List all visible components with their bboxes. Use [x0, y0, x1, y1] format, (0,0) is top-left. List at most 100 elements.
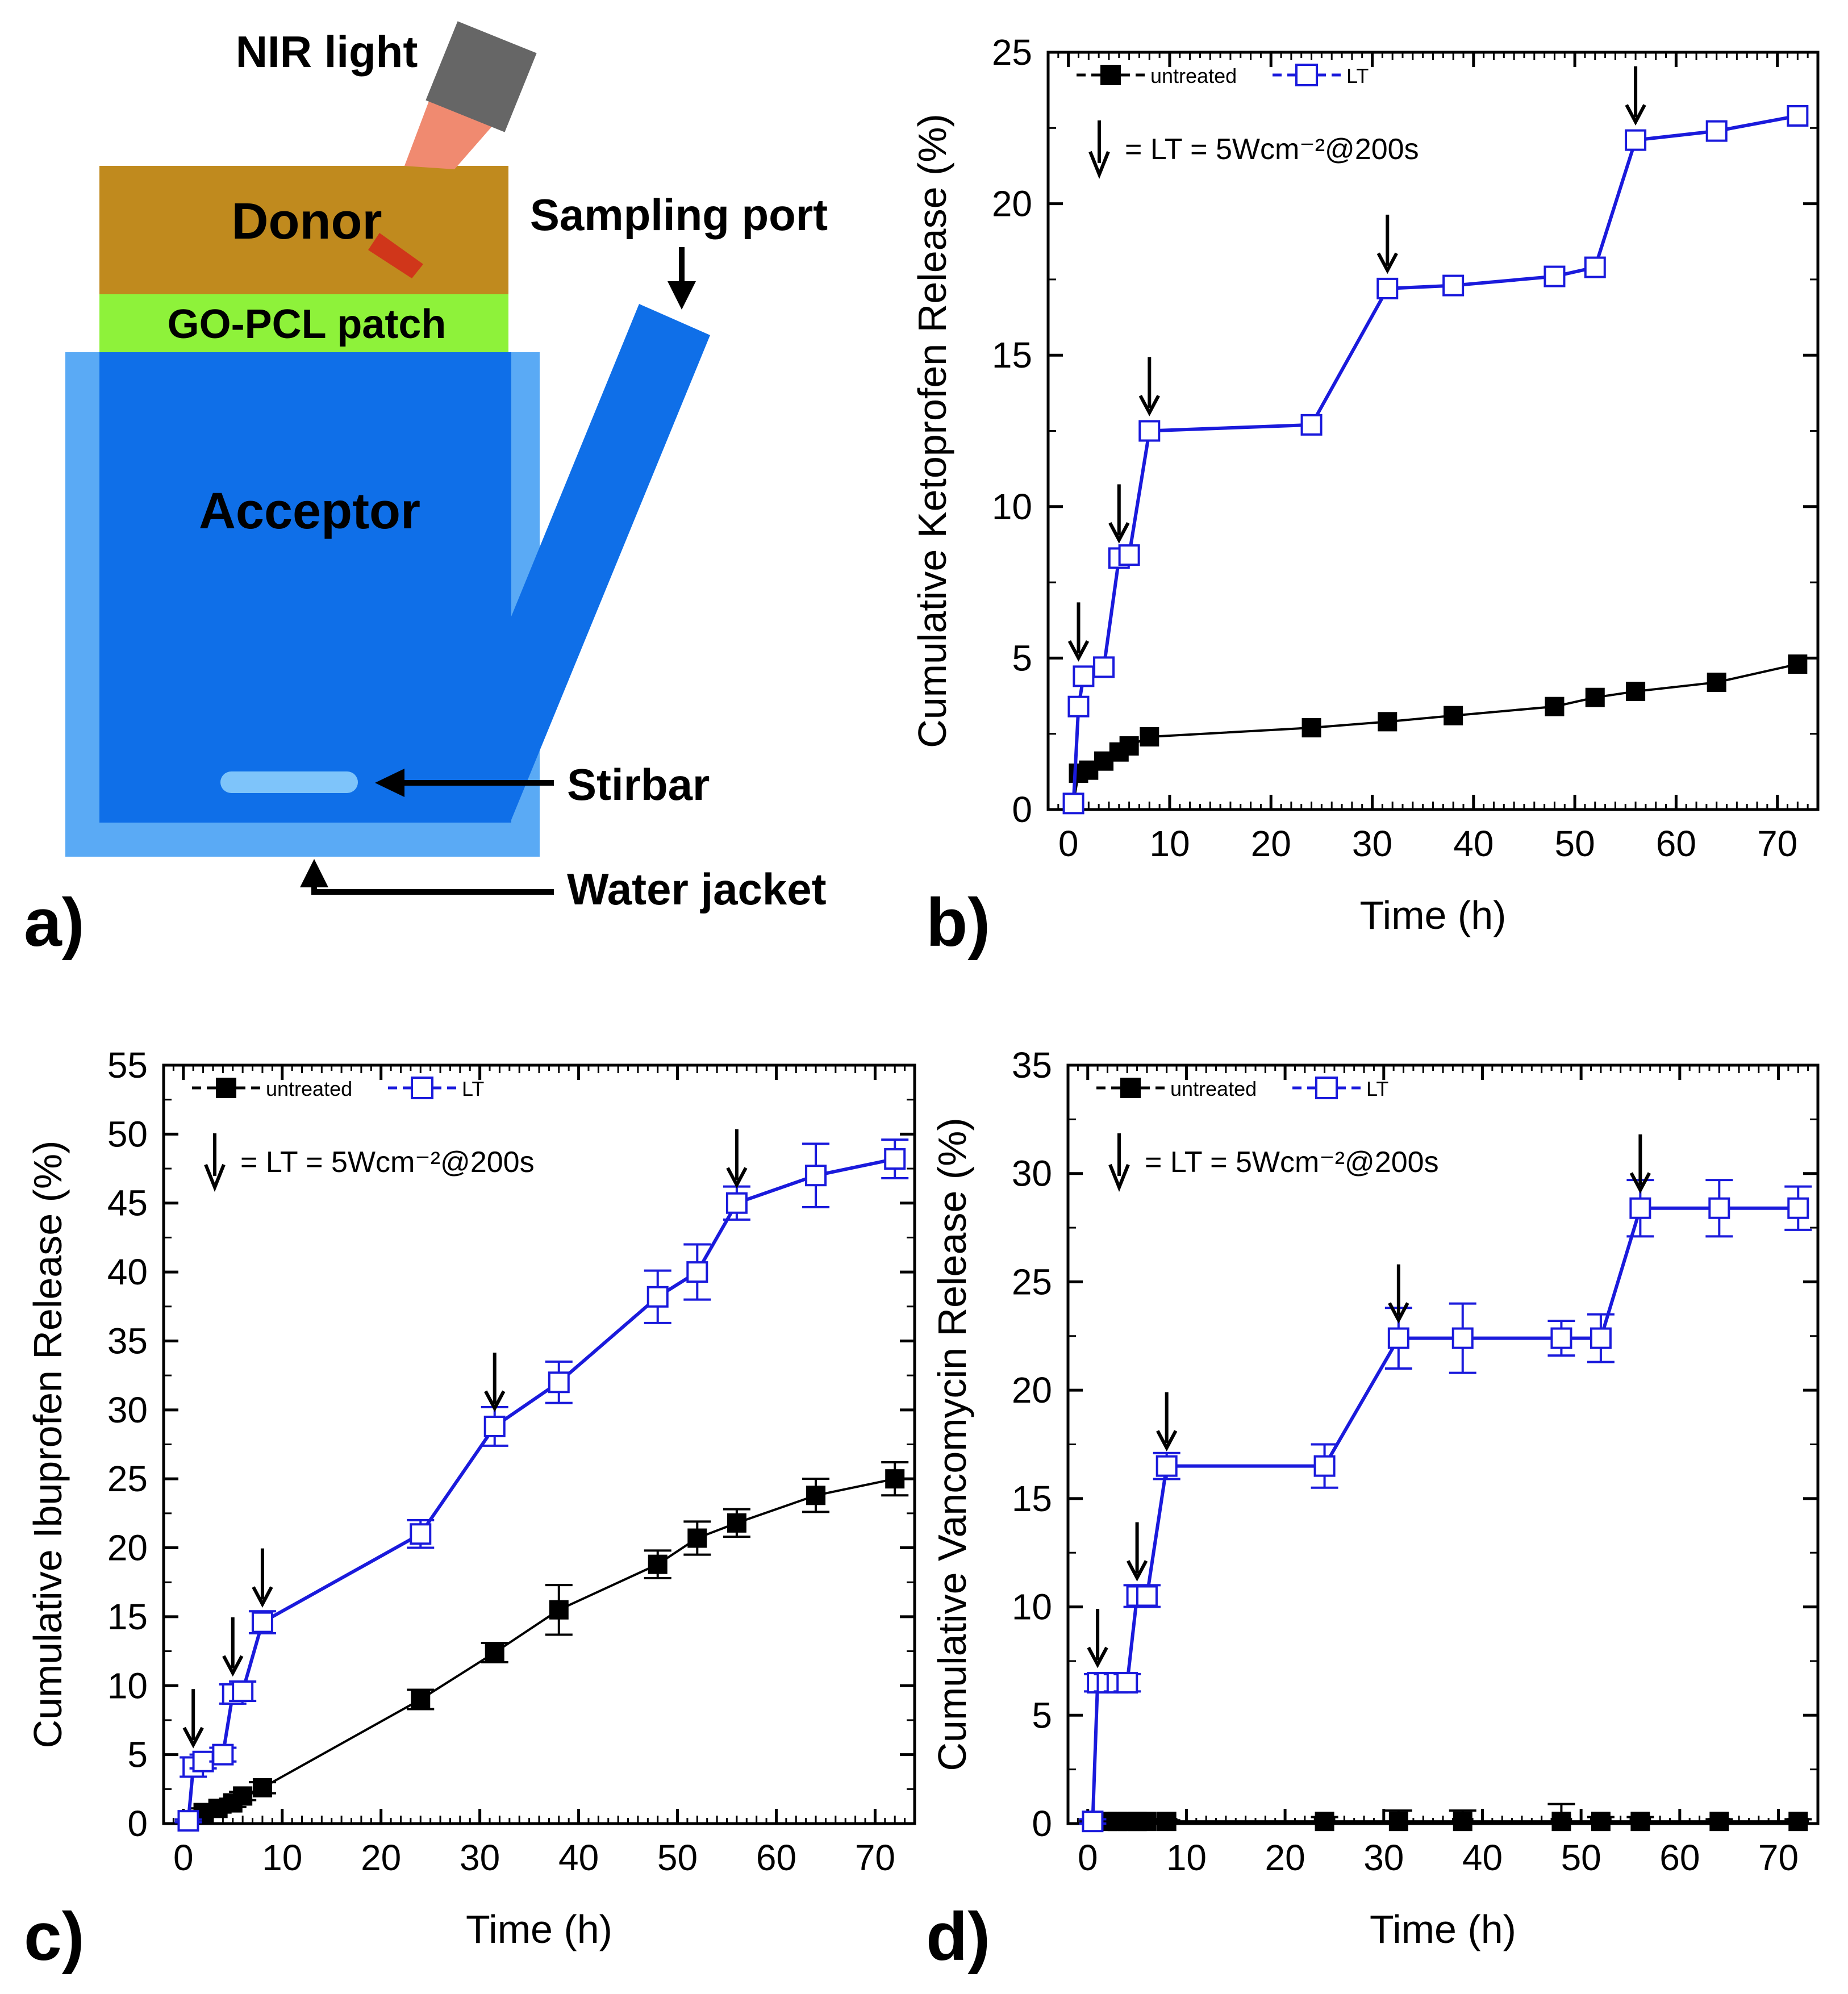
- treatment-arrow-head: [1126, 1560, 1148, 1582]
- y-tick-label: 30: [1012, 1153, 1052, 1194]
- y-tick-label: 35: [107, 1320, 148, 1361]
- treatment-arrow-head: [1138, 395, 1160, 416]
- data-series: [174, 1138, 909, 1832]
- data-point-untreated: [549, 1600, 569, 1620]
- panel-letter-d: d): [926, 1899, 991, 1975]
- data-point-untreated: [1140, 727, 1159, 747]
- patch-label: GO-PCL patch: [168, 302, 447, 347]
- treatment-arrow-head: [252, 1586, 273, 1608]
- y-tick-label: 20: [992, 183, 1032, 224]
- data-series: [1079, 1179, 1812, 1833]
- x-tick-label: 70: [1758, 1837, 1799, 1878]
- data-point-lt: [1550, 1327, 1572, 1349]
- data-point-lt: [251, 1611, 273, 1633]
- data-point-untreated: [1157, 1812, 1177, 1832]
- x-tick-label: 30: [460, 1837, 500, 1878]
- data-point-lt: [1093, 656, 1115, 678]
- data-point-lt: [1787, 1197, 1809, 1219]
- panel-a-schematic: NIR light Donor GO-PCL patch Acceptor Sa…: [65, 21, 828, 914]
- annotation-arrow-head: [1108, 1163, 1130, 1192]
- chart-panel-c: 0 10 20 30 40 50 60 70 0 5 10 15 20 25 30 35 40 45 50 55 Tim…: [26, 1045, 916, 1951]
- y-tick-label: 55: [107, 1045, 148, 1086]
- data-point-lt: [1138, 420, 1161, 442]
- data-point-untreated: [1788, 1812, 1808, 1832]
- y-tick-label: 20: [107, 1528, 148, 1568]
- y-tick-label: 40: [107, 1252, 148, 1292]
- legend-lt-label: LT: [1366, 1077, 1388, 1100]
- annotation: = LT = 5Wcm⁻²@200s: [1088, 120, 1419, 180]
- donor-label: Donor: [232, 193, 382, 250]
- x-tick-label: 40: [1462, 1837, 1503, 1878]
- data-point-untreated: [687, 1528, 707, 1548]
- data-point-lt: [1313, 1455, 1336, 1477]
- data-point-lt: [1136, 1585, 1158, 1607]
- annotation-arrow-head: [1088, 151, 1110, 180]
- data-point-lt: [1387, 1327, 1409, 1349]
- y-tick-label: 25: [107, 1458, 148, 1499]
- treatment-arrows: [1087, 1134, 1651, 1668]
- data-point-untreated: [1788, 654, 1808, 674]
- x-tick-label: 70: [855, 1837, 895, 1878]
- x-tick-label: 50: [1555, 823, 1595, 864]
- y-tick-label: 10: [107, 1665, 148, 1706]
- panel-letter-a: a): [24, 885, 85, 961]
- data-point-lt: [1442, 274, 1465, 297]
- x-tick-label: 30: [1363, 1837, 1404, 1878]
- laser-spot: [368, 233, 423, 278]
- data-point-untreated: [648, 1554, 668, 1574]
- series-line-untreated: [187, 1478, 895, 1822]
- go-pcl-patch: [99, 294, 508, 352]
- acceptor-chamber: [99, 352, 511, 823]
- data-point-lt: [1708, 1197, 1730, 1219]
- data-point-lt: [1067, 695, 1090, 717]
- series-line-LT: [1071, 114, 1798, 804]
- legend-untreated-label: untreated: [266, 1077, 352, 1100]
- data-point-lt: [1376, 277, 1399, 299]
- legend-lt-label: LT: [1346, 64, 1369, 87]
- data-point-lt: [1073, 665, 1095, 687]
- y-tick-label: 35: [1012, 1045, 1052, 1086]
- stirbar: [220, 771, 358, 793]
- x-axis-label: Time (h): [1360, 893, 1507, 937]
- panel-letter-c: c): [24, 1899, 85, 1975]
- data-point-untreated: [1444, 706, 1463, 725]
- x-axis-ticks: 0 10 20 30 40 50 60 70: [1047, 52, 1819, 864]
- y-tick-label: 15: [107, 1596, 148, 1637]
- water-jacket-arrowhead: [300, 859, 328, 887]
- chart-panel-b: 0 10 20 30 40 50 60 70 0 5 10 15 20 25 Time (h) Cumulat…: [910, 32, 1820, 937]
- data-point-lt: [884, 1148, 906, 1170]
- y-axis-ticks: 0 5 10 15 20 25: [992, 32, 1818, 830]
- treatment-arrows: [1067, 66, 1646, 662]
- treatment-arrow-head: [182, 1726, 204, 1749]
- x-tick-label: 20: [1251, 823, 1291, 864]
- treatment-arrow-head: [1108, 522, 1130, 544]
- y-tick-label: 15: [992, 335, 1032, 376]
- x-tick-label: 50: [1561, 1837, 1601, 1878]
- data-point-untreated: [1453, 1812, 1472, 1832]
- y-tick-label: 20: [1012, 1370, 1052, 1411]
- panel-letter-b: b): [926, 885, 991, 961]
- x-tick-label: 0: [173, 1837, 194, 1878]
- y-axis-ticks: 0 5 10 15 20 25 30 35: [1012, 1045, 1818, 1844]
- x-tick-label: 40: [1453, 823, 1494, 864]
- y-tick-label: 5: [1012, 637, 1032, 678]
- y-tick-label: 10: [992, 486, 1032, 527]
- water-jacket-arrow: [311, 885, 554, 895]
- data-point-untreated: [1585, 687, 1605, 707]
- acceptor-label: Acceptor: [199, 483, 420, 540]
- legend: untreated LT: [1077, 64, 1369, 87]
- x-axis-ticks: 0 10 20 30 40 50 60 70: [162, 1065, 916, 1878]
- data-point-untreated: [1388, 1812, 1408, 1832]
- data-point-untreated: [1707, 673, 1726, 693]
- annotation-text: = LT = 5Wcm⁻²@200s: [1145, 1146, 1439, 1179]
- legend-untreated-marker: [1120, 1078, 1141, 1098]
- treatment-arrow-head: [1376, 252, 1398, 274]
- stirbar-arrowhead: [375, 769, 404, 797]
- schematic-arrows: [300, 247, 696, 895]
- x-tick-label: 60: [1659, 1837, 1700, 1878]
- data-point-lt: [1705, 120, 1728, 142]
- y-tick-label: 50: [107, 1113, 148, 1154]
- y-tick-label: 15: [1012, 1478, 1052, 1519]
- data-point-lt: [1787, 105, 1809, 127]
- legend: untreated LT: [192, 1077, 484, 1100]
